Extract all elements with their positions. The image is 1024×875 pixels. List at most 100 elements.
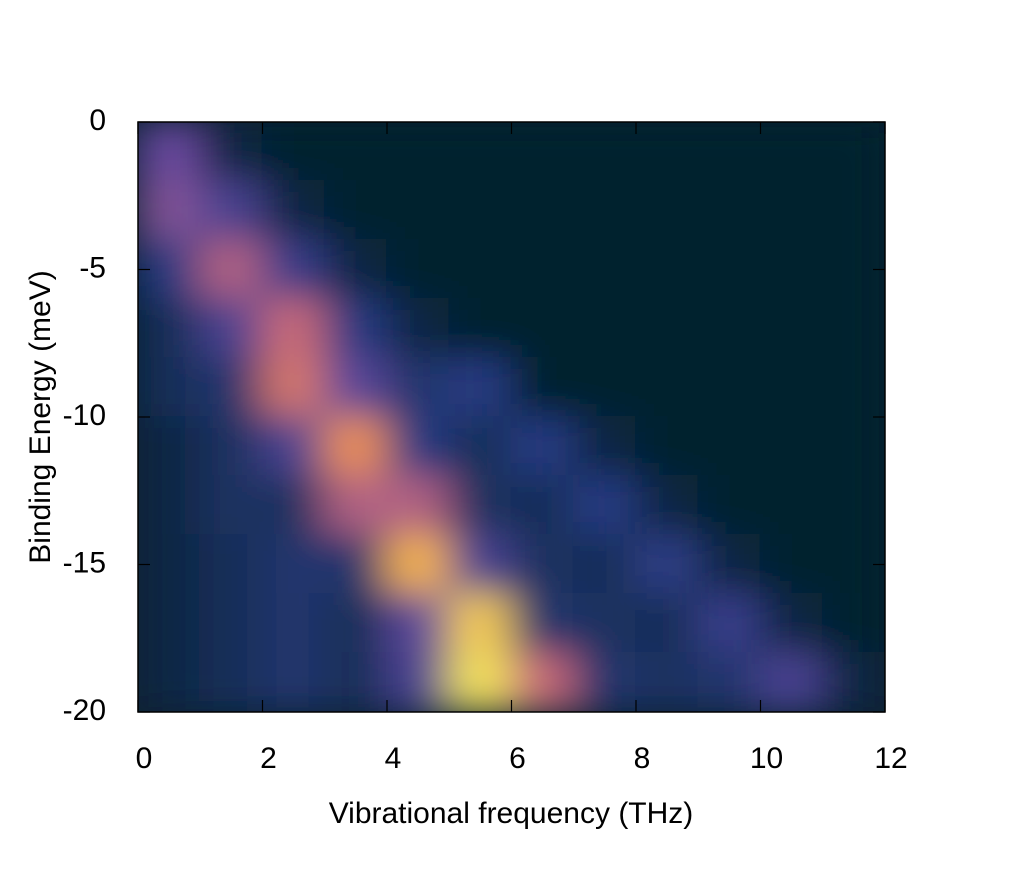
heatmap-cell <box>510 652 575 712</box>
heatmap-cell <box>635 357 700 418</box>
heatmap-cell <box>759 122 824 182</box>
heatmap-cell <box>821 475 885 536</box>
heatmap-cell <box>510 416 575 477</box>
heatmap-cell <box>199 298 264 359</box>
heatmap-cell <box>697 652 762 712</box>
heatmap-cell <box>572 652 637 712</box>
heatmap-cell <box>386 416 451 477</box>
heatmap-cell <box>821 298 885 359</box>
heatmap-cell <box>572 475 637 536</box>
heatmap-cell <box>572 180 637 241</box>
heatmap-cell <box>323 298 388 359</box>
heatmap-cell <box>510 239 575 300</box>
heatmap-cell <box>759 534 824 595</box>
heatmap-cell <box>261 122 326 182</box>
heatmap-cell <box>572 298 637 359</box>
heatmap-cell <box>138 357 202 418</box>
heatmap-cell <box>635 180 700 241</box>
heatmap-cell <box>323 652 388 712</box>
heatmap-cell <box>572 593 637 654</box>
heatmap-cell <box>759 593 824 654</box>
heatmap-cell <box>510 298 575 359</box>
heatmap-cell <box>635 416 700 477</box>
y-axis-label: Binding Energy (meV) <box>24 270 57 563</box>
x-tick-label: 10 <box>750 742 783 775</box>
x-tick-label: 0 <box>136 742 153 775</box>
heatmap-cell <box>261 298 326 359</box>
heatmap-cell <box>759 416 824 477</box>
heatmap-cell <box>323 416 388 477</box>
heatmap-cell <box>697 475 762 536</box>
heatmap-cell <box>386 180 451 241</box>
heatmap-cell <box>697 416 762 477</box>
heatmap-cell <box>821 122 885 182</box>
heatmap-cell <box>635 534 700 595</box>
heatmap-cell <box>448 593 513 654</box>
heatmap-cell <box>138 652 202 712</box>
heatmap-cell <box>386 298 451 359</box>
heatmap-cell <box>199 122 264 182</box>
heatmap-cell <box>138 593 202 654</box>
heatmap-cell <box>199 239 264 300</box>
heatmap-cell <box>323 593 388 654</box>
heatmap-cell <box>386 534 451 595</box>
heatmap-cell <box>386 239 451 300</box>
y-tick-label: -5 <box>79 251 106 284</box>
heatmap-cell <box>386 593 451 654</box>
heatmap-cell <box>386 122 451 182</box>
heatmap-cell <box>821 180 885 241</box>
x-tick-label: 12 <box>874 742 907 775</box>
heatmap-cell <box>821 593 885 654</box>
heatmap-cell <box>448 475 513 536</box>
heatmap-cell <box>759 298 824 359</box>
heatmap-cell <box>138 416 202 477</box>
heatmap-cell <box>635 239 700 300</box>
heatmap-cell <box>138 475 202 536</box>
heatmap-cell <box>448 180 513 241</box>
heatmap-cell <box>386 357 451 418</box>
y-tick-label: 0 <box>89 104 106 137</box>
heatmap-cell <box>261 416 326 477</box>
heatmap-cell <box>199 416 264 477</box>
heatmap-cell <box>697 239 762 300</box>
x-axis-label: Vibrational frequency (THz) <box>329 797 694 830</box>
heatmap-cell <box>510 357 575 418</box>
heatmap-cell <box>323 122 388 182</box>
heatmap-cell <box>635 122 700 182</box>
heatmap-cell <box>261 593 326 654</box>
heatmap-cell <box>510 593 575 654</box>
heatmap-cell <box>323 239 388 300</box>
heatmap-cell <box>510 122 575 182</box>
heatmap-cell <box>323 357 388 418</box>
heatmap-cell <box>199 534 264 595</box>
heatmap-cell <box>697 298 762 359</box>
heatmap-cell <box>448 534 513 595</box>
y-tick-label: -10 <box>63 399 106 432</box>
heatmap-cell <box>510 475 575 536</box>
heatmap-cell <box>510 180 575 241</box>
heatmap-cell <box>635 298 700 359</box>
heatmap-cell <box>821 416 885 477</box>
x-tick-label: 2 <box>260 742 277 775</box>
heatmap-cell <box>759 239 824 300</box>
heatmap-cell <box>759 475 824 536</box>
heatmap-cell <box>572 239 637 300</box>
heatmap-cell <box>448 357 513 418</box>
heatmap-cell <box>261 475 326 536</box>
heatmap-cell <box>199 652 264 712</box>
heatmap-cell <box>635 593 700 654</box>
y-tick-label: -20 <box>63 694 106 727</box>
heatmap-cell <box>448 416 513 477</box>
heatmap-cell <box>323 180 388 241</box>
heatmap-cell <box>261 180 326 241</box>
plot-area <box>138 122 885 712</box>
x-tick-label: 4 <box>385 742 402 775</box>
heatmap-cell <box>697 593 762 654</box>
heatmap-cell <box>199 475 264 536</box>
heatmap-cell <box>697 122 762 182</box>
x-tick-label: 8 <box>634 742 651 775</box>
heatmap-cell <box>635 475 700 536</box>
heatmap-cell <box>635 652 700 712</box>
heatmap-cell <box>510 534 575 595</box>
